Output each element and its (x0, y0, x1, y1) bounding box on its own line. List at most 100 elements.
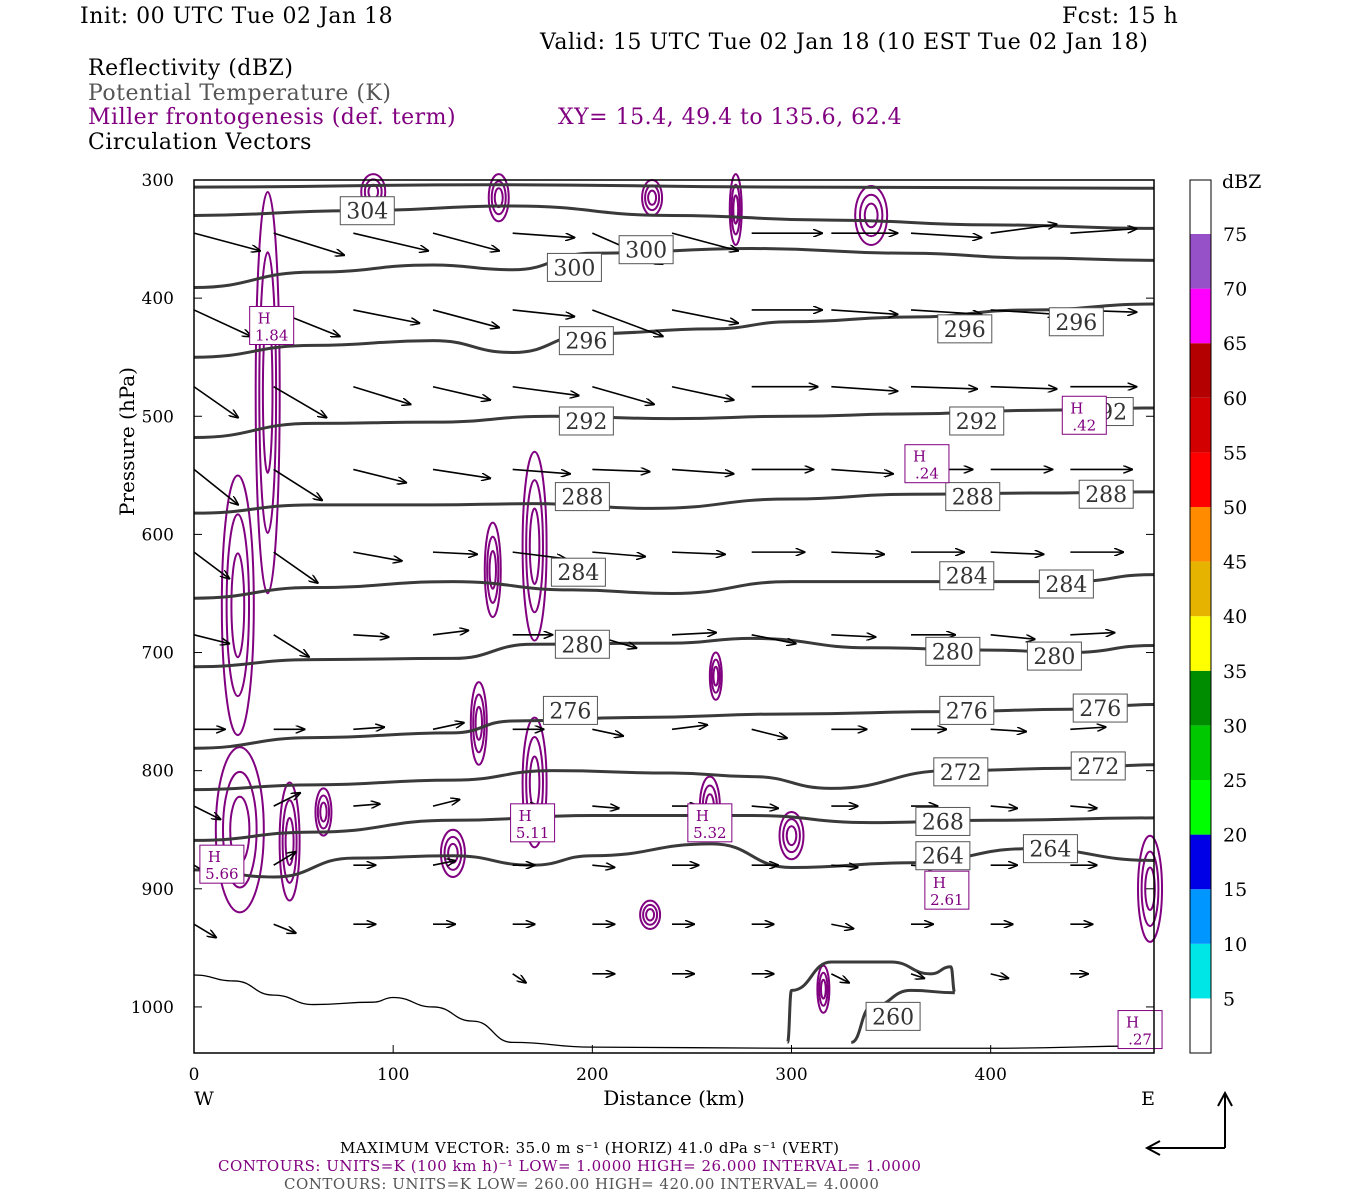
circulation-vector (592, 865, 614, 867)
theta-label: 272 (940, 761, 982, 786)
circulation-vector (193, 232, 260, 251)
theta-label: 292 (956, 410, 998, 435)
frontogenesis-contour (486, 535, 500, 604)
x-tick-label: 200 (576, 1065, 608, 1085)
colorbar-bin (1190, 616, 1211, 671)
circulation-vector (273, 793, 300, 807)
footer-contours-theta: CONTOURS: UNITS=K LOW= 260.00 HIGH= 420.… (284, 1175, 880, 1193)
circulation-vector (353, 385, 410, 405)
colorbar-tick-label: 40 (1223, 606, 1247, 628)
theta-label-box (1078, 479, 1134, 509)
circulation-vector (831, 552, 884, 554)
y-tick-label: 1000 (131, 998, 174, 1018)
init-time: Init: 00 UTC Tue 02 Jan 18 (80, 4, 394, 29)
frontogenesis-contour (316, 794, 331, 830)
circulation-vector (671, 309, 738, 323)
colorbar-tick-label: 20 (1223, 825, 1247, 847)
frontogenesis-contour (1144, 866, 1156, 912)
theta-contour-300 (193, 247, 1155, 290)
field-reflectivity: Reflectivity (dBZ) (88, 56, 294, 81)
frontogenesis-max-value: 5.11 (516, 824, 549, 842)
theta-label-box (1070, 751, 1126, 781)
circulation-vector (432, 552, 477, 554)
theta-label-box (1026, 641, 1082, 671)
circulation-vector (592, 806, 618, 808)
frontogenesis-contour (483, 521, 502, 619)
frontogenesis-contour (469, 681, 488, 766)
colorbar-tick-label: 75 (1223, 224, 1247, 246)
circulation-vector (671, 725, 707, 731)
circulation-vector (512, 309, 575, 317)
theta-label: 284 (946, 565, 988, 590)
circulation-vector (353, 551, 401, 561)
frontogenesis-max-h: H (696, 807, 709, 825)
circulation-vector (512, 232, 575, 237)
theta-label: 288 (561, 486, 603, 511)
colorbar-bin (1190, 180, 1211, 234)
frontogenesis-contour (472, 693, 486, 754)
frontogenesis-contour (645, 908, 656, 922)
frontogenesis-contour (710, 658, 722, 694)
frontogenesis-contour (220, 474, 255, 737)
y-tick-label: 500 (142, 407, 174, 427)
colorbar-bin (1190, 234, 1211, 289)
colorbar-bin (1190, 452, 1211, 507)
frontogenesis-contour (319, 801, 328, 823)
circulation-vector (592, 551, 645, 556)
colorbar-tick-label: 70 (1223, 279, 1247, 301)
frontogenesis-max-value: .27 (1128, 1031, 1152, 1049)
colorbar-bin (1190, 834, 1211, 890)
circulation-vector (1070, 633, 1114, 635)
colorbar-tick-label: 10 (1223, 934, 1247, 956)
theta-label: 288 (1085, 483, 1127, 508)
colorbar-frame (1189, 179, 1212, 1054)
colorbar-tick-label: 30 (1223, 715, 1247, 737)
frontogenesis-contour (214, 746, 265, 914)
circulation-vector (193, 551, 229, 578)
frontogenesis-contour (712, 665, 720, 687)
x-tick-label: 0 (189, 1065, 200, 1085)
circulation-vector (910, 232, 981, 237)
circulation-vector (273, 232, 344, 255)
frontogenesis-contour (225, 513, 251, 698)
frontogenesis-contour (816, 964, 831, 1014)
circulation-vector (671, 468, 734, 473)
frontogenesis-max-value: 2.61 (930, 891, 963, 909)
frontogenesis-contour (521, 716, 548, 849)
colorbar-bin (1190, 998, 1211, 1053)
theta-label-box (618, 235, 674, 265)
max-vector-legend-arrow (1144, 1090, 1233, 1156)
colorbar-bin (1190, 397, 1211, 453)
theta-label-box (1048, 307, 1104, 337)
colorbar-tick-label: 5 (1223, 988, 1235, 1010)
theta-label-box (949, 406, 1005, 436)
circulation-vector (751, 728, 787, 738)
theta-label-box (933, 757, 989, 787)
frontogenesis-max-value: .42 (1072, 416, 1096, 434)
frontogenesis-max-value: 5.32 (693, 824, 726, 842)
field-vectors: Circulation Vectors (88, 130, 312, 155)
circulation-vector (512, 468, 570, 473)
frontogenesis-max-h: H (258, 309, 271, 327)
valid-time: Valid: 15 UTC Tue 02 Jan 18 (10 EST Tue … (540, 30, 1149, 55)
terrain-line (193, 974, 1155, 1049)
circulation-vector (1070, 806, 1096, 808)
theta-label: 296 (1055, 311, 1097, 336)
colorbar-tick-label: 15 (1223, 879, 1247, 901)
theta-contour-264 (193, 842, 1155, 879)
frontogenesis-contour (730, 183, 741, 236)
theta-label: 264 (922, 845, 964, 870)
circulation-vector (830, 973, 849, 983)
theta-contour-268 (193, 814, 1155, 842)
frontogenesis-contour (528, 507, 541, 585)
theta-label-box (542, 695, 598, 725)
circulation-vector (990, 729, 1026, 731)
circulation-vector (751, 634, 796, 644)
frontogenesis-max-value: .24 (915, 465, 939, 483)
circulation-vector (193, 923, 216, 937)
frontogenesis-contour (778, 811, 805, 861)
theta-contour-276 (193, 703, 1155, 750)
frontogenesis-max-h: H (1126, 1014, 1139, 1032)
colorbar-bin (1190, 780, 1211, 835)
theta-contour-304 (193, 204, 1155, 230)
